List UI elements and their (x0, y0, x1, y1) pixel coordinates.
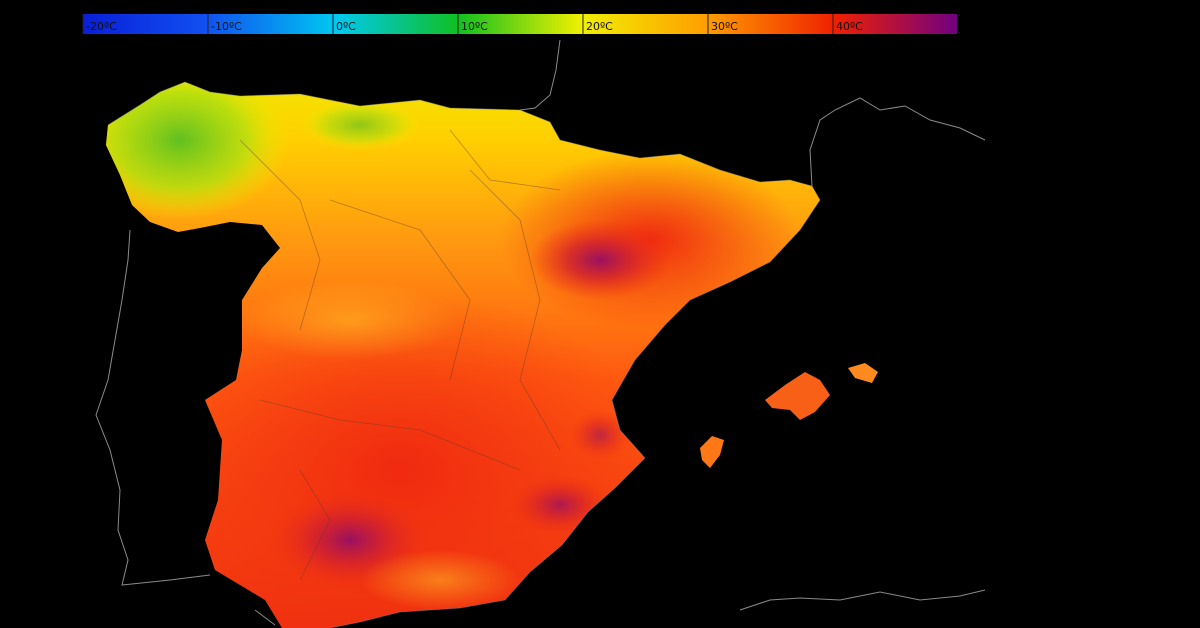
legend-ticks: -20ºC -10ºC 0ºC 10ºC 20ºC 30ºC 40ºC (82, 14, 863, 34)
legend-tick-label: 0ºC (336, 20, 356, 33)
coastline-portugal (95, 229, 211, 586)
legend-tick-label: 10ºC (461, 20, 488, 33)
legend-tick-label: 40ºC (836, 20, 863, 33)
mallorca (765, 372, 830, 420)
spain-temperature (106, 82, 820, 628)
coastline-africa (254, 589, 986, 626)
coastline-france-med (809, 97, 986, 187)
ibiza (700, 436, 724, 468)
legend-tick-label: -20ºC (86, 20, 117, 33)
legend-tick-label: 20ºC (586, 20, 613, 33)
coastline-france (519, 39, 561, 111)
coastline-spain (107, 81, 821, 628)
color-legend: -20ºC -10ºC 0ºC 10ºC 20ºC 30ºC 40ºC (82, 14, 957, 34)
legend-tick-label: 30ºC (711, 20, 738, 33)
menorca (848, 363, 878, 383)
legend-tick-label: -10ºC (211, 20, 242, 33)
color-scale (83, 14, 957, 34)
